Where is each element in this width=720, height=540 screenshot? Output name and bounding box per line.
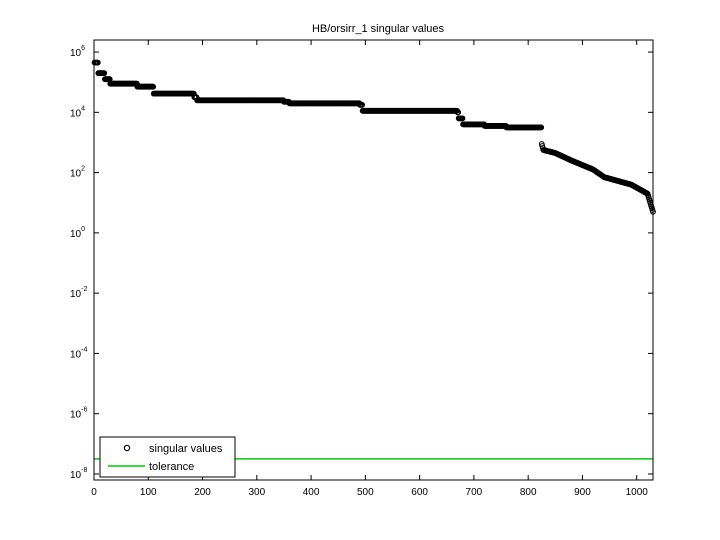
y-tick-label: 10-2: [70, 286, 87, 300]
singular-value-point: [94, 59, 101, 66]
plot-background: [94, 40, 653, 480]
x-tick-label: 900: [574, 487, 591, 498]
singular-value-point: [101, 70, 108, 77]
plot-frame: [93, 39, 654, 481]
singular-value-point: [359, 101, 366, 108]
x-tick-label: 500: [357, 487, 374, 498]
x-tick-label: 600: [411, 487, 428, 498]
y-tick-label: 10-8: [70, 467, 87, 481]
x-tick-label: 400: [303, 487, 320, 498]
y-tick-label: 100: [70, 226, 85, 240]
y-tick-label: 10-6: [70, 407, 87, 421]
legend-label-tolerance: tolerance: [149, 461, 194, 473]
x-tick-label: 300: [248, 487, 265, 498]
x-tick-label: 100: [140, 487, 157, 498]
axes-layer: 0 100 200 300 400 500 600 700 800 900 1000 10-8 10-6…: [70, 39, 654, 498]
legend-label-singular-values: singular values: [149, 443, 223, 455]
legend-marker-singular-values: [123, 444, 131, 452]
x-tick-label: 800: [520, 487, 537, 498]
singular-value-point: [455, 109, 462, 116]
legend: singular values tolerance: [99, 436, 236, 478]
series-singular-values: [91, 59, 656, 215]
chart-title: HB/orsirr_1 singular values: [312, 23, 445, 35]
y-tick-label: 102: [70, 166, 85, 180]
singular-value-point: [459, 115, 466, 122]
singular-value-point: [538, 124, 545, 131]
y-tick-label: 104: [70, 105, 85, 119]
x-tick-label: 0: [91, 487, 97, 498]
x-tick-label: 200: [194, 487, 211, 498]
y-tick-label: 10-4: [70, 346, 87, 360]
singular-value-point: [150, 83, 157, 90]
legend-box: [99, 436, 236, 478]
y-tick-label: 106: [70, 45, 85, 59]
series-layer: [91, 59, 656, 460]
x-tick-label: 1000: [626, 487, 649, 498]
x-tick-label: 700: [466, 487, 483, 498]
